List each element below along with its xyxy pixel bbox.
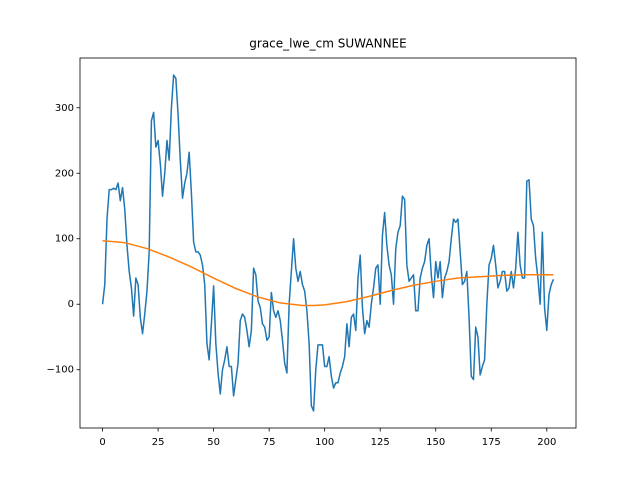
x-tick-label: 175	[482, 437, 501, 448]
y-tick-label: 0	[68, 299, 74, 310]
data-line	[101, 74, 555, 412]
x-tick-label: 125	[371, 437, 390, 448]
y-tick-label: 200	[55, 168, 74, 179]
x-tick-label: 0	[99, 437, 105, 448]
x-tick-label: 75	[263, 437, 276, 448]
y-tick-label: 100	[55, 234, 74, 245]
x-tick-label: 25	[152, 437, 165, 448]
x-tick-label: 200	[537, 437, 556, 448]
y-tick-label: 300	[55, 103, 74, 114]
plot-frame	[79, 57, 577, 429]
y-tick-label: −100	[47, 365, 74, 376]
x-tick-label: 150	[426, 437, 445, 448]
data-line	[102, 239, 554, 307]
x-tick-label: 50	[207, 437, 220, 448]
x-tick-label: 100	[315, 437, 334, 448]
chart-title: grace_lwe_cm SUWANNEE	[249, 37, 406, 51]
